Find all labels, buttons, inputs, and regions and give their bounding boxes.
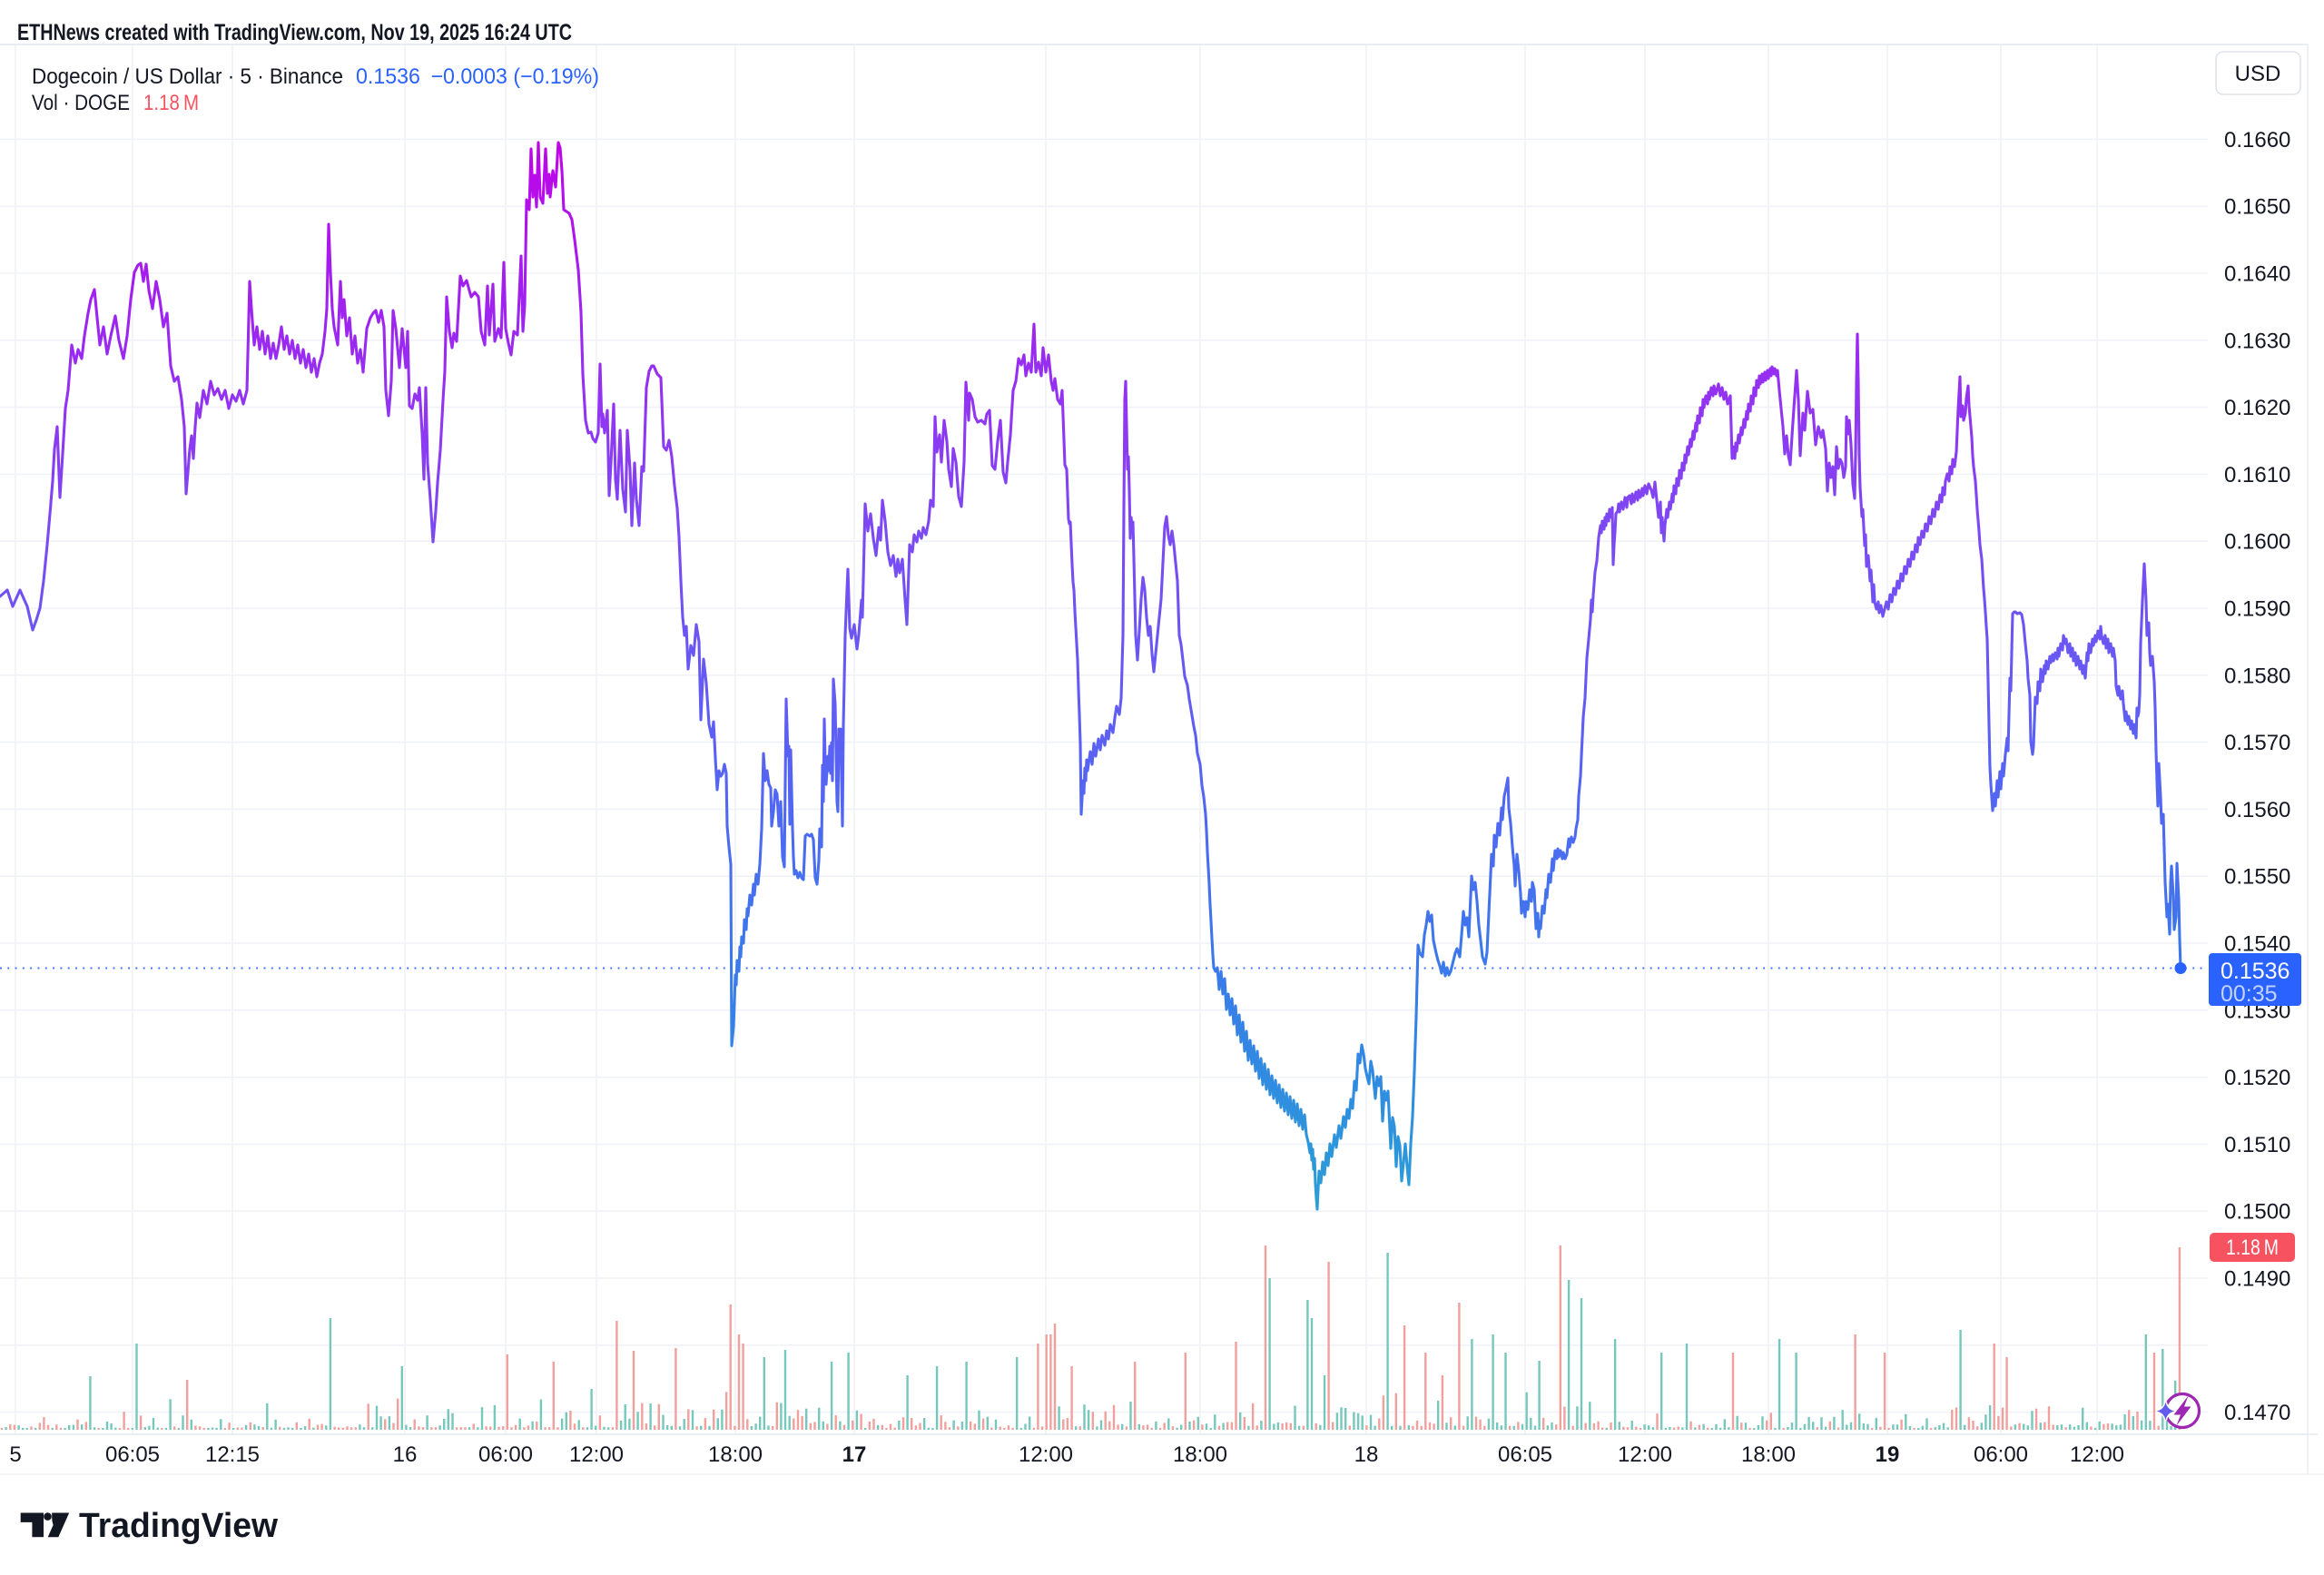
svg-text:18: 18 <box>1354 1442 1379 1467</box>
svg-text:19: 19 <box>1876 1442 1900 1467</box>
svg-text:0.1610: 0.1610 <box>2224 463 2290 487</box>
svg-text:0.1620: 0.1620 <box>2224 396 2290 420</box>
svg-text:17: 17 <box>842 1442 867 1467</box>
svg-text:ETHNews created with TradingVi: ETHNews created with TradingView.com, No… <box>17 20 572 45</box>
svg-text:0.1550: 0.1550 <box>2224 865 2290 890</box>
svg-text:0.1570: 0.1570 <box>2224 731 2290 755</box>
svg-text:12:15: 12:15 <box>205 1442 260 1467</box>
svg-text:0.1600: 0.1600 <box>2224 530 2290 555</box>
svg-text:12:00: 12:00 <box>1019 1442 1073 1467</box>
svg-text:5: 5 <box>9 1442 21 1467</box>
svg-text:0.1510: 0.1510 <box>2224 1133 2290 1157</box>
svg-text:0.1590: 0.1590 <box>2224 597 2290 622</box>
svg-text:0.1660: 0.1660 <box>2224 128 2290 153</box>
svg-text:0.1536: 0.1536 <box>2221 959 2290 984</box>
svg-text:06:00: 06:00 <box>1974 1442 2028 1467</box>
svg-text:16: 16 <box>393 1442 418 1467</box>
svg-text:0.1490: 0.1490 <box>2224 1267 2290 1292</box>
svg-text:06:00: 06:00 <box>478 1442 533 1467</box>
svg-text:USD: USD <box>2235 62 2281 86</box>
svg-text:18:00: 18:00 <box>1173 1442 1227 1467</box>
svg-text:0.1560: 0.1560 <box>2224 798 2290 822</box>
svg-text:00:35: 00:35 <box>2221 981 2278 1007</box>
svg-text:0.1470: 0.1470 <box>2224 1401 2290 1425</box>
svg-text:0.1640: 0.1640 <box>2224 262 2290 287</box>
svg-text:0.1540: 0.1540 <box>2224 932 2290 957</box>
svg-text:12:00: 12:00 <box>569 1442 624 1467</box>
svg-text:1.18 M: 1.18 M <box>143 91 199 115</box>
svg-text:0.1536 −0.0003 (−0.19%): 0.1536 −0.0003 (−0.19%) <box>356 64 599 89</box>
svg-text:0.1630: 0.1630 <box>2224 329 2290 353</box>
svg-text:0.1580: 0.1580 <box>2224 664 2290 688</box>
svg-text:Vol · DOGE: Vol · DOGE <box>32 91 130 115</box>
svg-text:18:00: 18:00 <box>708 1442 763 1467</box>
svg-text:0.1500: 0.1500 <box>2224 1200 2290 1225</box>
svg-text:1.18 M: 1.18 M <box>2226 1235 2279 1260</box>
svg-text:0.1520: 0.1520 <box>2224 1066 2290 1090</box>
svg-text:0.1650: 0.1650 <box>2224 195 2290 220</box>
svg-text:Dogecoin / US Dollar · 5 · Bin: Dogecoin / US Dollar · 5 · Binance <box>32 64 343 89</box>
svg-text:18:00: 18:00 <box>1741 1442 1796 1467</box>
svg-text:TradingView: TradingView <box>79 1507 278 1545</box>
svg-text:12:00: 12:00 <box>2070 1442 2124 1467</box>
svg-text:06:05: 06:05 <box>105 1442 160 1467</box>
svg-text:06:05: 06:05 <box>1498 1442 1552 1467</box>
svg-text:12:00: 12:00 <box>1618 1442 1672 1467</box>
